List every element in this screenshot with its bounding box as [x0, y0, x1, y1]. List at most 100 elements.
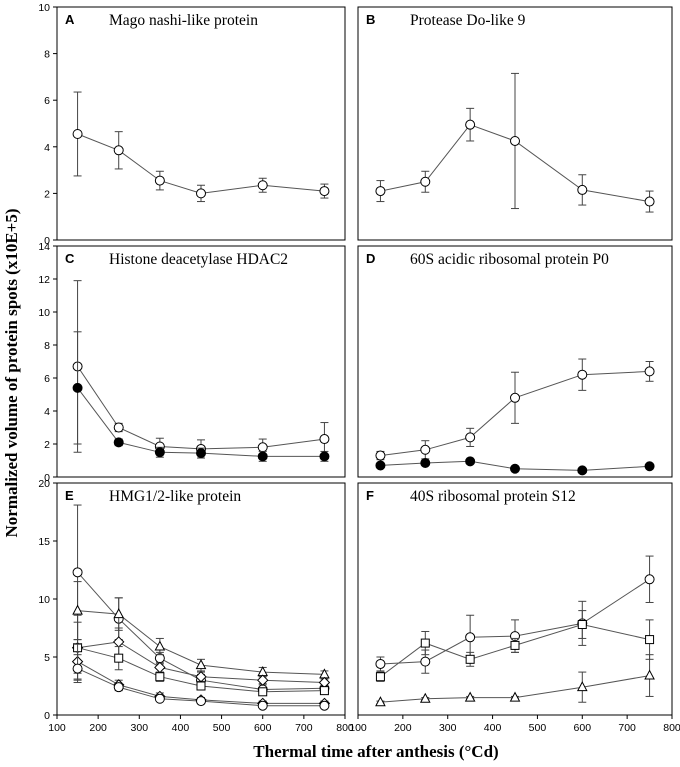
y-tick-label: 4 [44, 142, 50, 154]
data-point [257, 674, 269, 686]
data-point [420, 638, 430, 648]
panel-title: Histone deacetylase HDAC2 [109, 251, 288, 268]
data-point [577, 184, 588, 195]
panels: 0 2 4 6 8 10 A Mago nashi-like protein B Protease… [38, 2, 680, 734]
data-point [154, 447, 165, 458]
data-point [645, 635, 655, 645]
y-tick-label: 14 [38, 241, 50, 253]
x-tick-label: 400 [172, 722, 190, 734]
panel-a: 0 2 4 6 8 10 A Mago nashi-like protein [38, 2, 346, 247]
y-axis-label: Normalized volume of protein spots (x10E… [2, 208, 21, 537]
panel-title: 60S acidic ribosomal protein P0 [410, 251, 609, 268]
x-tick-label: 800 [663, 722, 680, 734]
data-point [113, 608, 125, 619]
series-line [380, 675, 650, 703]
data-point [375, 186, 386, 197]
data-point [375, 672, 385, 682]
series-s1 [375, 358, 655, 461]
x-tick-label: 200 [394, 722, 412, 734]
series-s1 [72, 91, 330, 203]
x-tick-label: 700 [618, 722, 636, 734]
panel-letter: B [366, 12, 375, 27]
panel-letter: E [65, 488, 74, 503]
series-s3 [71, 614, 331, 689]
data-point [644, 669, 655, 680]
data-point [257, 700, 268, 711]
panel-e: 0 5 10 15 20 100 200 300 400 500 600 700 800 E HMG1/2-… [38, 478, 354, 734]
panel-frame [56, 6, 346, 241]
data-point [375, 696, 386, 707]
series-line [380, 578, 650, 665]
x-axis-label: Thermal time after anthesis (°Cd) [253, 742, 498, 761]
x-tick-label: 300 [131, 722, 149, 734]
data-point [196, 696, 206, 707]
panel-c: 0 2 4 6 8 10 12 14 C Histone deacetylase HDAC2 [38, 241, 346, 484]
panel-letter: C [65, 251, 75, 266]
series-line [380, 370, 650, 457]
data-point [644, 366, 655, 377]
data-point [319, 434, 330, 445]
series-line [380, 124, 650, 203]
data-point [72, 567, 83, 578]
series-s3 [375, 654, 655, 707]
panel-frame [357, 245, 673, 478]
panel-b: B Protease Do-like 9 [357, 6, 673, 241]
data-point [319, 186, 330, 197]
y-tick-label: 10 [38, 307, 50, 319]
y-tick-label: 20 [38, 478, 50, 490]
data-point [258, 687, 268, 697]
series-s1 [72, 280, 330, 459]
panel-title: 40S ribosomal protein S12 [410, 488, 576, 505]
y-tick-label: 2 [44, 188, 50, 200]
data-point [465, 119, 476, 130]
x-tick-label: 700 [295, 722, 313, 734]
data-point [464, 691, 476, 702]
data-point [644, 196, 655, 207]
series-s1 [375, 72, 655, 213]
data-point [420, 457, 431, 468]
panel-title: Protease Do-like 9 [410, 12, 526, 29]
data-point [420, 444, 431, 455]
y-tick-label: 12 [38, 274, 50, 286]
panel-frame [357, 6, 673, 241]
data-point [465, 432, 476, 443]
data-point [419, 692, 431, 703]
y-tick-label: 5 [44, 652, 50, 664]
data-point [577, 465, 588, 476]
series-s2 [72, 331, 330, 462]
data-point [375, 450, 386, 461]
data-point [72, 604, 83, 615]
data-point [257, 451, 268, 462]
data-point [319, 700, 330, 711]
data-point [113, 636, 125, 648]
y-tick-label: 10 [38, 2, 50, 14]
y-tick-label: 2 [44, 439, 50, 451]
data-point [510, 392, 520, 403]
panel-f: 100 200 300 400 500 600 700 800 F 40S ribosomal p… [349, 482, 680, 734]
x-tick-label: 500 [529, 722, 547, 734]
data-point [509, 691, 521, 702]
data-point [319, 451, 330, 462]
data-point [375, 658, 386, 669]
data-point [154, 640, 166, 651]
data-point [154, 693, 165, 704]
panel-letter: A [65, 12, 75, 27]
panel-letter: F [366, 488, 374, 503]
data-point [154, 175, 165, 186]
panel-letter: D [366, 251, 375, 266]
data-point [420, 176, 431, 187]
panel-frame [357, 482, 673, 716]
x-tick-label: 100 [48, 722, 66, 734]
series-s6 [72, 654, 330, 711]
y-tick-label: 0 [44, 710, 50, 722]
data-point [644, 574, 655, 585]
x-tick-label: 200 [89, 722, 107, 734]
data-point [375, 460, 386, 471]
series-line [77, 571, 325, 691]
series-line [77, 641, 325, 683]
series-line [380, 460, 650, 471]
data-point [72, 128, 83, 139]
panel-d: D 60S acidic ribosomal protein P0 [357, 245, 673, 478]
series-s2 [375, 456, 655, 476]
